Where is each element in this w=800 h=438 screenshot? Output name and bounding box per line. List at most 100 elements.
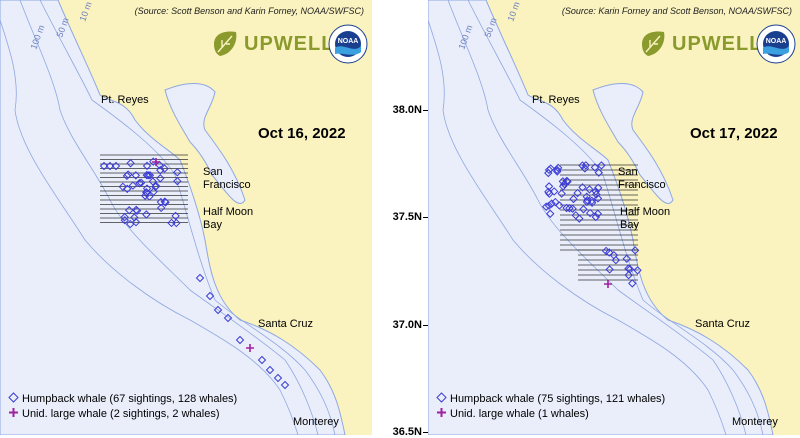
humpback-sighting	[594, 168, 603, 177]
place-line: Half Moon	[620, 206, 671, 218]
place-line: Bay	[203, 219, 222, 231]
latitude-axis: 38.0N 37.5N 37.0N 36.5N	[372, 0, 428, 438]
humpback-sighting	[622, 254, 631, 263]
legend-unid: Unid. large whale (1 whales)	[436, 406, 665, 421]
humpback-sighting	[160, 164, 169, 173]
humpback-sighting	[544, 182, 554, 191]
contour-100m	[0, 19, 299, 435]
source-credit: (Source: Scott Benson and Karin Forney, …	[134, 6, 364, 16]
noaa-logo-icon: NOAA	[756, 24, 796, 64]
humpback-sighting	[605, 248, 614, 257]
humpback-sighting	[547, 199, 556, 208]
place-santa-cruz: Santa Cruz	[258, 318, 314, 330]
humpback-sighting	[630, 246, 640, 255]
humpback-sighting	[280, 380, 290, 390]
contour-100m	[428, 19, 727, 435]
humpback-sighting	[120, 215, 129, 225]
humpback-sighting	[156, 166, 165, 175]
place-monterey: Monterey	[732, 416, 778, 428]
humpback-sighting	[142, 184, 152, 193]
upwell-logo-icon	[214, 31, 237, 56]
humpback-sighting	[105, 161, 115, 171]
humpback-sighting	[558, 177, 568, 186]
humpback-sighting	[205, 291, 215, 301]
humpback-sighting	[144, 171, 153, 180]
humpback-sighting	[582, 197, 592, 207]
humpback-sighting	[142, 161, 152, 171]
humpback-sighting	[541, 202, 551, 211]
humpback-sighting	[593, 209, 603, 218]
humpback-sighting	[633, 266, 642, 275]
humpback-sighting	[544, 187, 553, 197]
contour-10m	[39, 0, 336, 435]
place-line: San	[203, 166, 223, 178]
humpback-sighting	[173, 168, 182, 177]
place-line: Francisco	[618, 179, 666, 191]
humpback-sighting	[142, 210, 151, 219]
ocean	[0, 0, 346, 435]
map-oct17: 100 m 50 m 10 m	[428, 0, 774, 435]
place-line: Francisco	[203, 179, 251, 191]
survey-date: Oct 17, 2022	[690, 125, 778, 142]
humpback-sighting	[571, 211, 580, 220]
humpback-sighting	[578, 161, 587, 170]
humpback-sighting	[135, 179, 144, 188]
humpback-sighting	[111, 161, 121, 171]
place-line: Bay	[620, 219, 639, 231]
ocean	[428, 0, 774, 435]
lat-label: 36.5N	[393, 426, 428, 438]
place-santa-cruz: Santa Cruz	[695, 318, 751, 330]
humpback-sighting	[565, 204, 574, 213]
humpback-sighting	[148, 177, 158, 186]
humpback-sighting	[142, 170, 151, 180]
humpback-sighting	[171, 211, 180, 221]
humpback-sighting	[546, 164, 555, 173]
lat-label: 37.0N	[393, 319, 428, 331]
humpback-sighting	[591, 187, 600, 196]
humpback-sighting	[128, 181, 138, 190]
humpback-sighting	[555, 201, 564, 210]
map-oct16: 100 m 50 m 10 m	[0, 0, 346, 435]
upwell-wordmark: UPWELL	[244, 33, 335, 55]
humpback-sighting	[590, 163, 600, 172]
humpback-sighting	[125, 206, 134, 215]
unid-whale-sighting	[152, 158, 160, 166]
humpback-sighting	[557, 189, 566, 198]
humpback-sighting	[160, 197, 170, 206]
humpback-sighting	[132, 205, 141, 215]
humpback-sighting	[579, 205, 588, 214]
depth-label-10m: 10 m	[505, 0, 521, 22]
contour-50m	[447, 0, 747, 435]
humpback-sighting	[625, 265, 635, 274]
humpback-sighting	[628, 279, 637, 288]
source-credit: (Source: Karin Forney and Scott Benson, …	[561, 6, 792, 16]
humpback-sighting	[544, 201, 554, 210]
survey-date: Oct 16, 2022	[258, 125, 346, 142]
humpback-sighting	[578, 183, 587, 192]
place-half-moon-bay: Half Moon Bay	[203, 206, 253, 232]
humpback-sighting	[123, 170, 133, 179]
map-panel-oct16: 100 m 50 m 10 m (Source: Scott Benson an…	[0, 0, 372, 435]
humpback-sighting	[131, 217, 141, 227]
diamond-icon	[8, 391, 22, 406]
place-monterey: Monterey	[293, 416, 339, 428]
legend-unid: Unid. large whale (2 sightings, 2 whales…	[8, 406, 237, 421]
humpback-sighting	[585, 185, 594, 194]
humpback-sighting	[213, 305, 223, 315]
humpback-sighting	[593, 194, 603, 203]
humpback-sighting	[587, 196, 597, 206]
map-panel-oct17: 100 m 50 m 10 m (Source: Karin Forney an…	[428, 0, 800, 435]
humpback-sighting	[573, 188, 582, 198]
bay	[592, 83, 674, 204]
humpback-sighting	[131, 171, 141, 180]
humpback-sighting	[591, 212, 601, 222]
place-line: San	[618, 166, 638, 178]
humpback-sighting	[594, 183, 603, 193]
logos: UPWELL NOAA	[636, 22, 796, 66]
humpback-sighting	[562, 176, 572, 186]
humpback-sightings	[541, 161, 642, 288]
plus-icon	[8, 407, 22, 421]
place-san-francisco: San Francisco	[203, 166, 251, 192]
legend-label: Humpback whale (67 sightings, 128 whales…	[22, 392, 238, 405]
upwell-logo-icon	[642, 31, 665, 56]
